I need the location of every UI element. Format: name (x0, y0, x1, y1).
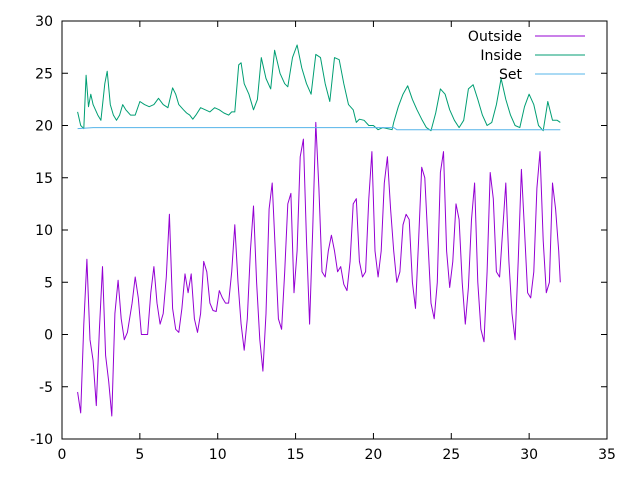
x-tick-label: 20 (365, 447, 383, 463)
series-line-set (77, 127, 561, 131)
y-tick-label: 15 (35, 171, 53, 187)
series-lines (77, 44, 561, 417)
series-line-inside (77, 44, 561, 132)
y-tick-label: 10 (35, 223, 53, 239)
axis-ticks: 0 5 10 15 20 25 30 35 -10 -5 0 5 10 15 20 25 30 (30, 14, 616, 463)
x-tick-label: 30 (520, 447, 538, 463)
x-tick-label: 10 (209, 447, 227, 463)
y-tick-label: 30 (35, 14, 53, 30)
series-line-outside (77, 121, 561, 417)
legend: Outside Inside Set (468, 29, 585, 83)
x-tick-label: 35 (598, 447, 616, 463)
legend-label-inside: Inside (480, 48, 522, 64)
x-tick-label: 25 (442, 447, 460, 463)
x-tick-label: 15 (287, 447, 305, 463)
x-tick-label: 5 (135, 447, 144, 463)
legend-label-set: Set (499, 67, 523, 83)
y-tick-label: 5 (44, 275, 53, 291)
x-tick-label: 0 (58, 447, 67, 463)
legend-label-outside: Outside (468, 29, 522, 45)
y-tick-label: 25 (35, 66, 53, 82)
y-tick-label: 0 (44, 328, 53, 344)
y-tick-label: -10 (30, 432, 53, 448)
y-tick-label: 20 (35, 119, 53, 135)
y-tick-label: -5 (39, 380, 53, 396)
